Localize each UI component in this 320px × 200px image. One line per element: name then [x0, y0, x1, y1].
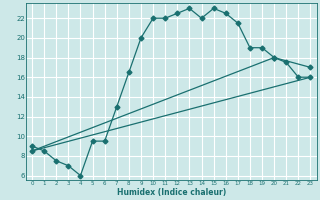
- X-axis label: Humidex (Indice chaleur): Humidex (Indice chaleur): [116, 188, 226, 197]
